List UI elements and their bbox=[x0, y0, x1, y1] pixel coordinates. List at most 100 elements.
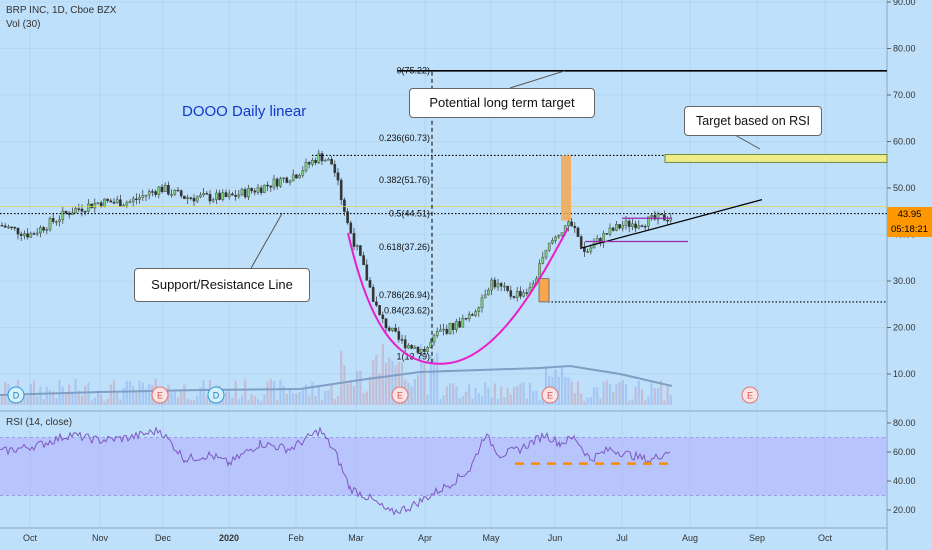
volume-bar bbox=[493, 383, 496, 405]
volume-bar bbox=[615, 384, 618, 405]
candle-body bbox=[67, 212, 71, 215]
volume-bar bbox=[298, 391, 301, 405]
volume-bar bbox=[356, 371, 359, 405]
volume-bar bbox=[314, 396, 317, 405]
volume-bar bbox=[391, 360, 394, 405]
volume-bar bbox=[340, 351, 343, 405]
candle-body bbox=[410, 344, 413, 349]
candle-body bbox=[330, 158, 333, 165]
candle-body bbox=[26, 233, 29, 238]
volume-bar bbox=[554, 369, 557, 405]
volume-bar bbox=[506, 388, 509, 405]
volume-bar bbox=[474, 387, 477, 405]
candle-body bbox=[295, 174, 298, 179]
candle-body bbox=[304, 162, 308, 171]
volume-bar bbox=[109, 384, 112, 405]
volume-bar bbox=[384, 362, 388, 405]
candle-body bbox=[170, 194, 173, 196]
volume-bar bbox=[189, 400, 192, 405]
candle-body bbox=[333, 164, 337, 173]
candle-body bbox=[202, 193, 205, 196]
volume-bar bbox=[176, 397, 180, 405]
candle-body bbox=[99, 202, 103, 207]
candle-body bbox=[64, 210, 68, 214]
volume-bar bbox=[557, 376, 560, 405]
candle-body bbox=[503, 285, 506, 288]
candle-body bbox=[483, 294, 487, 299]
fib-label: 0.786(26.94) bbox=[379, 290, 430, 300]
candle-body bbox=[525, 292, 529, 294]
volume-bar bbox=[570, 381, 573, 405]
candle-body bbox=[560, 232, 564, 236]
candle-body bbox=[125, 202, 129, 206]
candle-body bbox=[23, 233, 26, 236]
volume-bar bbox=[516, 385, 519, 405]
event-marker-label: D bbox=[13, 391, 20, 401]
volume-bar bbox=[192, 400, 196, 405]
volume-bar bbox=[77, 390, 80, 405]
candle-body bbox=[253, 190, 257, 193]
candle-body bbox=[141, 195, 145, 198]
time-axis: Oct Nov Dec 2020 Feb Mar Apr May Jun Jul Aug Sep Oct bbox=[23, 533, 833, 543]
candle-body bbox=[154, 191, 157, 195]
candle-body bbox=[115, 199, 119, 203]
volume-bar bbox=[564, 376, 567, 405]
candle-body bbox=[643, 226, 647, 228]
candle-body bbox=[666, 220, 669, 222]
rsi-panel bbox=[0, 426, 887, 516]
candle-body bbox=[343, 199, 346, 212]
candle-body bbox=[445, 328, 449, 334]
candle-body bbox=[103, 198, 106, 207]
rsi-tick-label: 20.00 bbox=[893, 505, 916, 515]
candle-body bbox=[627, 220, 631, 227]
candle-body bbox=[589, 247, 593, 252]
candle-body bbox=[160, 186, 164, 193]
volume-bar bbox=[602, 381, 605, 405]
volume-bar bbox=[541, 397, 544, 405]
volume-bar bbox=[84, 385, 87, 405]
fib-label: 1(13.79) bbox=[396, 351, 430, 361]
volume-bar bbox=[330, 383, 333, 405]
projection-bar-1 bbox=[538, 278, 550, 303]
volume-bar bbox=[333, 399, 336, 405]
candle-body bbox=[467, 314, 471, 320]
y-tick-label: 80.00 bbox=[893, 44, 916, 54]
volume-bar bbox=[247, 399, 250, 405]
volume-bar bbox=[45, 386, 48, 405]
volume-bar bbox=[400, 362, 404, 405]
candle-body bbox=[106, 198, 109, 201]
candle-body bbox=[659, 213, 663, 216]
volume-bar bbox=[317, 384, 320, 405]
event-marker-label: E bbox=[157, 391, 163, 401]
volume-bar bbox=[148, 383, 151, 405]
volume-bar bbox=[352, 385, 356, 405]
candle-body bbox=[394, 327, 397, 332]
volume-bar bbox=[365, 391, 368, 405]
candle-body bbox=[400, 339, 404, 341]
fib-label: 0.236(60.73) bbox=[379, 133, 430, 143]
x-tick-label: Jun bbox=[548, 533, 563, 543]
candle-body bbox=[10, 226, 13, 229]
volume-bar bbox=[535, 390, 538, 405]
volume-bar bbox=[372, 360, 375, 405]
callout-long-term-target[interactable]: Potential long term target bbox=[409, 88, 595, 118]
volume-bar bbox=[231, 397, 234, 405]
candle-body bbox=[45, 229, 49, 231]
callout-rsi-target[interactable]: Target based on RSI bbox=[684, 106, 822, 136]
candle-body bbox=[96, 202, 100, 204]
rsi-target-zone bbox=[664, 154, 888, 163]
callout-support-resistance[interactable]: Support/Resistance Line bbox=[134, 268, 310, 302]
volume-bar bbox=[624, 384, 628, 405]
volume-bar bbox=[276, 399, 279, 405]
volume-bar bbox=[429, 355, 432, 405]
volume-bar bbox=[132, 386, 135, 405]
price-badge-value: 43.95 bbox=[897, 209, 922, 220]
candle-body bbox=[336, 172, 340, 181]
y-tick-label: 30.00 bbox=[893, 276, 916, 286]
volume-bar bbox=[544, 366, 548, 405]
volume-bar bbox=[608, 383, 612, 405]
volume-bar bbox=[138, 380, 141, 405]
volume-bar bbox=[279, 380, 282, 405]
volume-bar bbox=[666, 385, 669, 405]
